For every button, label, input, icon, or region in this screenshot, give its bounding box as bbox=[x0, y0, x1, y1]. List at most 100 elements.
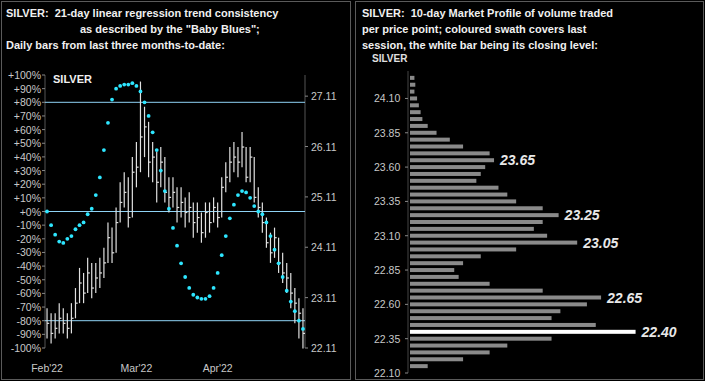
y-tick bbox=[42, 156, 45, 157]
close-tick bbox=[222, 187, 224, 188]
trend-dot bbox=[212, 286, 216, 290]
y-tick bbox=[405, 132, 408, 133]
close-tick bbox=[140, 136, 142, 137]
x-tick-label: Feb'22 bbox=[31, 362, 63, 374]
background bbox=[0, 0, 705, 381]
y-tick bbox=[42, 225, 45, 226]
trend-dot bbox=[216, 271, 220, 275]
close-tick bbox=[270, 252, 272, 253]
trend-dot bbox=[265, 221, 269, 225]
price-bar bbox=[63, 308, 64, 333]
y-tick-label: +0% bbox=[20, 206, 41, 218]
y-tick bbox=[405, 167, 408, 168]
panel-frame bbox=[356, 2, 704, 380]
y-tick-label: -60% bbox=[16, 287, 41, 299]
trend-dot bbox=[273, 248, 277, 252]
y-tick-label: -20% bbox=[16, 233, 41, 245]
y-tick-label: -90% bbox=[16, 328, 41, 340]
price-bar bbox=[229, 147, 230, 182]
volume-bar bbox=[410, 90, 414, 94]
y-tick-label: 23.85 bbox=[374, 127, 400, 139]
title: Daily bars from last three months-to-dat… bbox=[6, 39, 225, 51]
trend-dot bbox=[110, 98, 114, 102]
trend-dot bbox=[285, 289, 289, 293]
price-bar bbox=[217, 202, 218, 227]
volume-bar bbox=[410, 323, 596, 327]
price-bar bbox=[156, 152, 157, 202]
close-tick bbox=[214, 207, 216, 208]
price-bar bbox=[144, 107, 145, 157]
close-tick bbox=[242, 146, 244, 147]
price-bar bbox=[128, 177, 129, 227]
price-bar bbox=[209, 202, 210, 232]
y2-tick-label: 23.11 bbox=[311, 292, 337, 304]
trend-dot bbox=[208, 294, 212, 298]
y-tick-label: +30% bbox=[14, 165, 41, 177]
trend-dot bbox=[232, 203, 236, 207]
y-tick-label: -40% bbox=[16, 260, 41, 272]
y-tick bbox=[42, 129, 45, 130]
close-tick bbox=[287, 277, 289, 278]
title: as described by the "Baby Blues"; bbox=[80, 23, 260, 35]
y-tick-label: +60% bbox=[14, 124, 41, 136]
volume-bar bbox=[410, 282, 490, 286]
title: session, the white bar being its closing… bbox=[362, 39, 598, 51]
y-tick bbox=[42, 88, 45, 89]
trend-dot bbox=[94, 193, 98, 197]
y-tick bbox=[42, 102, 45, 103]
volume-bar bbox=[410, 138, 450, 142]
price-bar bbox=[298, 298, 299, 338]
close-tick bbox=[47, 323, 49, 324]
trend-dot bbox=[200, 297, 204, 301]
close-tick bbox=[181, 202, 183, 203]
close-tick bbox=[262, 222, 264, 223]
close-tick bbox=[51, 333, 53, 334]
price-bar bbox=[254, 157, 255, 202]
y-tick bbox=[42, 307, 45, 308]
y-tick bbox=[42, 320, 45, 321]
price-bar bbox=[132, 157, 133, 217]
close-tick bbox=[303, 333, 305, 334]
volume-bar bbox=[410, 289, 543, 293]
price-bar bbox=[124, 172, 125, 207]
volume-bar bbox=[410, 357, 463, 361]
volume-bar bbox=[410, 193, 507, 197]
y-tick-label: -100% bbox=[11, 342, 41, 354]
close-tick bbox=[128, 217, 130, 218]
y-tick bbox=[42, 75, 45, 76]
close-tick bbox=[75, 303, 77, 304]
close-tick bbox=[193, 222, 195, 223]
y-tick-label: -30% bbox=[16, 246, 41, 258]
price-bar bbox=[176, 187, 177, 222]
price-annotation: 23.05 bbox=[582, 235, 618, 251]
volume-bar bbox=[410, 199, 516, 203]
price-bar bbox=[107, 223, 108, 263]
close-tick bbox=[96, 277, 98, 278]
price-annotation: 23.25 bbox=[564, 207, 600, 223]
y-tick-label: -10% bbox=[16, 219, 41, 231]
close-tick bbox=[266, 242, 268, 243]
close-tick bbox=[258, 207, 260, 208]
y-tick bbox=[405, 373, 408, 374]
trend-dot bbox=[224, 234, 228, 238]
y-tick bbox=[42, 184, 45, 185]
y-tick-label: -70% bbox=[16, 301, 41, 313]
price-bar bbox=[83, 273, 84, 303]
trend-dot bbox=[252, 204, 256, 208]
volume-bar bbox=[410, 247, 516, 251]
close-tick bbox=[153, 157, 155, 158]
y2-tick-label: 24.11 bbox=[311, 241, 337, 253]
volume-bar bbox=[410, 364, 428, 368]
price-annotation: 22.65 bbox=[606, 290, 642, 306]
y-tick bbox=[42, 252, 45, 253]
y-tick bbox=[405, 98, 408, 99]
price-bar bbox=[201, 213, 202, 243]
close-tick bbox=[124, 192, 126, 193]
y2-tick bbox=[305, 348, 308, 349]
volume-bar bbox=[410, 172, 481, 176]
close-tick bbox=[254, 197, 256, 198]
trend-dot bbox=[277, 261, 281, 265]
close-tick bbox=[145, 126, 147, 127]
volume-bar bbox=[410, 213, 559, 217]
y-tick-label: +40% bbox=[14, 151, 41, 163]
